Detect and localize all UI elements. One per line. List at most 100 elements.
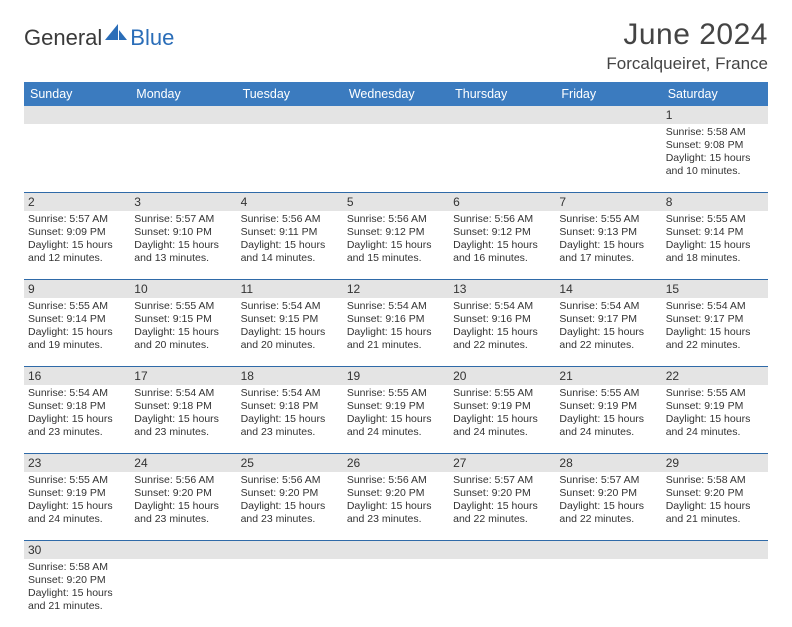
day-detail-line: Sunset: 9:20 PM (453, 487, 551, 500)
day-cell: Sunrise: 5:57 AMSunset: 9:20 PMDaylight:… (555, 472, 661, 540)
week-row: Sunrise: 5:58 AMSunset: 9:20 PMDaylight:… (24, 559, 768, 627)
day-number-row: 1 (24, 106, 768, 124)
day-number: 19 (343, 367, 449, 385)
day-cell: Sunrise: 5:56 AMSunset: 9:12 PMDaylight:… (343, 211, 449, 279)
day-detail-line: Sunrise: 5:58 AM (28, 561, 126, 574)
day-detail-line: Sunrise: 5:56 AM (241, 474, 339, 487)
day-number (662, 541, 768, 559)
day-detail-line: Daylight: 15 hours and 24 minutes. (559, 413, 657, 439)
day-detail-line: Sunset: 9:17 PM (666, 313, 764, 326)
day-number: 27 (449, 454, 555, 472)
day-detail-line: Sunrise: 5:54 AM (241, 387, 339, 400)
day-cell: Sunrise: 5:55 AMSunset: 9:19 PMDaylight:… (449, 385, 555, 453)
day-detail-line: Daylight: 15 hours and 22 minutes. (453, 326, 551, 352)
day-detail-line: Daylight: 15 hours and 24 minutes. (347, 413, 445, 439)
day-detail-line: Sunset: 9:20 PM (28, 574, 126, 587)
day-header: Thursday (449, 82, 555, 106)
logo: General Blue (24, 24, 174, 51)
day-number: 1 (662, 106, 768, 124)
day-cell (343, 559, 449, 627)
day-cell: Sunrise: 5:57 AMSunset: 9:10 PMDaylight:… (130, 211, 236, 279)
day-detail-line: Daylight: 15 hours and 23 minutes. (134, 500, 232, 526)
day-detail-line: Sunrise: 5:58 AM (666, 474, 764, 487)
day-cell: Sunrise: 5:55 AMSunset: 9:19 PMDaylight:… (662, 385, 768, 453)
day-cell: Sunrise: 5:58 AMSunset: 9:20 PMDaylight:… (24, 559, 130, 627)
day-number: 20 (449, 367, 555, 385)
day-number: 23 (24, 454, 130, 472)
day-number: 6 (449, 193, 555, 211)
day-detail-line: Daylight: 15 hours and 24 minutes. (453, 413, 551, 439)
day-cell (449, 559, 555, 627)
day-cell (662, 559, 768, 627)
day-detail-line: Sunrise: 5:57 AM (134, 213, 232, 226)
day-detail-line: Daylight: 15 hours and 21 minutes. (347, 326, 445, 352)
day-detail-line: Sunrise: 5:55 AM (666, 213, 764, 226)
day-number: 18 (237, 367, 343, 385)
day-detail-line: Sunrise: 5:56 AM (347, 474, 445, 487)
day-number: 21 (555, 367, 661, 385)
day-header: Wednesday (343, 82, 449, 106)
week-row: Sunrise: 5:55 AMSunset: 9:19 PMDaylight:… (24, 472, 768, 541)
day-number: 30 (24, 541, 130, 559)
day-detail-line: Sunrise: 5:56 AM (453, 213, 551, 226)
day-detail-line: Daylight: 15 hours and 22 minutes. (666, 326, 764, 352)
day-detail-line: Sunset: 9:18 PM (28, 400, 126, 413)
day-number (555, 106, 661, 124)
day-number (130, 541, 236, 559)
day-cell (343, 124, 449, 192)
day-number (555, 541, 661, 559)
day-detail-line: Sunset: 9:08 PM (666, 139, 764, 152)
day-header: Monday (130, 82, 236, 106)
day-number (343, 106, 449, 124)
day-number: 22 (662, 367, 768, 385)
day-cell: Sunrise: 5:54 AMSunset: 9:16 PMDaylight:… (449, 298, 555, 366)
day-number-row: 16171819202122 (24, 367, 768, 385)
day-cell: Sunrise: 5:54 AMSunset: 9:18 PMDaylight:… (237, 385, 343, 453)
day-detail-line: Sunset: 9:20 PM (347, 487, 445, 500)
day-detail-line: Sunrise: 5:55 AM (559, 213, 657, 226)
day-detail-line: Sunrise: 5:55 AM (666, 387, 764, 400)
day-number: 25 (237, 454, 343, 472)
day-number: 13 (449, 280, 555, 298)
day-cell: Sunrise: 5:56 AMSunset: 9:20 PMDaylight:… (343, 472, 449, 540)
day-detail-line: Sunrise: 5:55 AM (347, 387, 445, 400)
day-detail-line: Daylight: 15 hours and 23 minutes. (241, 413, 339, 439)
day-detail-line: Sunrise: 5:54 AM (453, 300, 551, 313)
day-detail-line: Sunrise: 5:56 AM (134, 474, 232, 487)
day-detail-line: Sunset: 9:11 PM (241, 226, 339, 239)
day-number: 17 (130, 367, 236, 385)
day-detail-line: Daylight: 15 hours and 22 minutes. (559, 326, 657, 352)
day-cell (237, 559, 343, 627)
day-number: 7 (555, 193, 661, 211)
day-number: 9 (24, 280, 130, 298)
day-detail-line: Daylight: 15 hours and 22 minutes. (453, 500, 551, 526)
week-row: Sunrise: 5:57 AMSunset: 9:09 PMDaylight:… (24, 211, 768, 280)
day-number: 4 (237, 193, 343, 211)
day-detail-line: Sunrise: 5:54 AM (559, 300, 657, 313)
day-cell: Sunrise: 5:55 AMSunset: 9:14 PMDaylight:… (662, 211, 768, 279)
day-detail-line: Daylight: 15 hours and 12 minutes. (28, 239, 126, 265)
logo-text-general: General (24, 25, 102, 51)
day-detail-line: Sunset: 9:16 PM (347, 313, 445, 326)
day-detail-line: Sunrise: 5:57 AM (559, 474, 657, 487)
day-detail-line: Daylight: 15 hours and 23 minutes. (241, 500, 339, 526)
day-header: Saturday (662, 82, 768, 106)
day-cell: Sunrise: 5:54 AMSunset: 9:18 PMDaylight:… (24, 385, 130, 453)
day-cell (237, 124, 343, 192)
day-cell: Sunrise: 5:56 AMSunset: 9:11 PMDaylight:… (237, 211, 343, 279)
location-label: Forcalqueiret, France (606, 54, 768, 74)
day-number: 2 (24, 193, 130, 211)
day-detail-line: Sunset: 9:19 PM (347, 400, 445, 413)
title-block: June 2024 Forcalqueiret, France (606, 18, 768, 74)
day-detail-line: Daylight: 15 hours and 13 minutes. (134, 239, 232, 265)
day-cell: Sunrise: 5:55 AMSunset: 9:19 PMDaylight:… (24, 472, 130, 540)
day-number: 26 (343, 454, 449, 472)
day-number (237, 541, 343, 559)
day-detail-line: Sunset: 9:13 PM (559, 226, 657, 239)
day-number: 29 (662, 454, 768, 472)
day-number-row: 23242526272829 (24, 454, 768, 472)
day-header: Friday (555, 82, 661, 106)
day-detail-line: Sunrise: 5:54 AM (666, 300, 764, 313)
calendar: SundayMondayTuesdayWednesdayThursdayFrid… (24, 82, 768, 627)
day-number: 15 (662, 280, 768, 298)
